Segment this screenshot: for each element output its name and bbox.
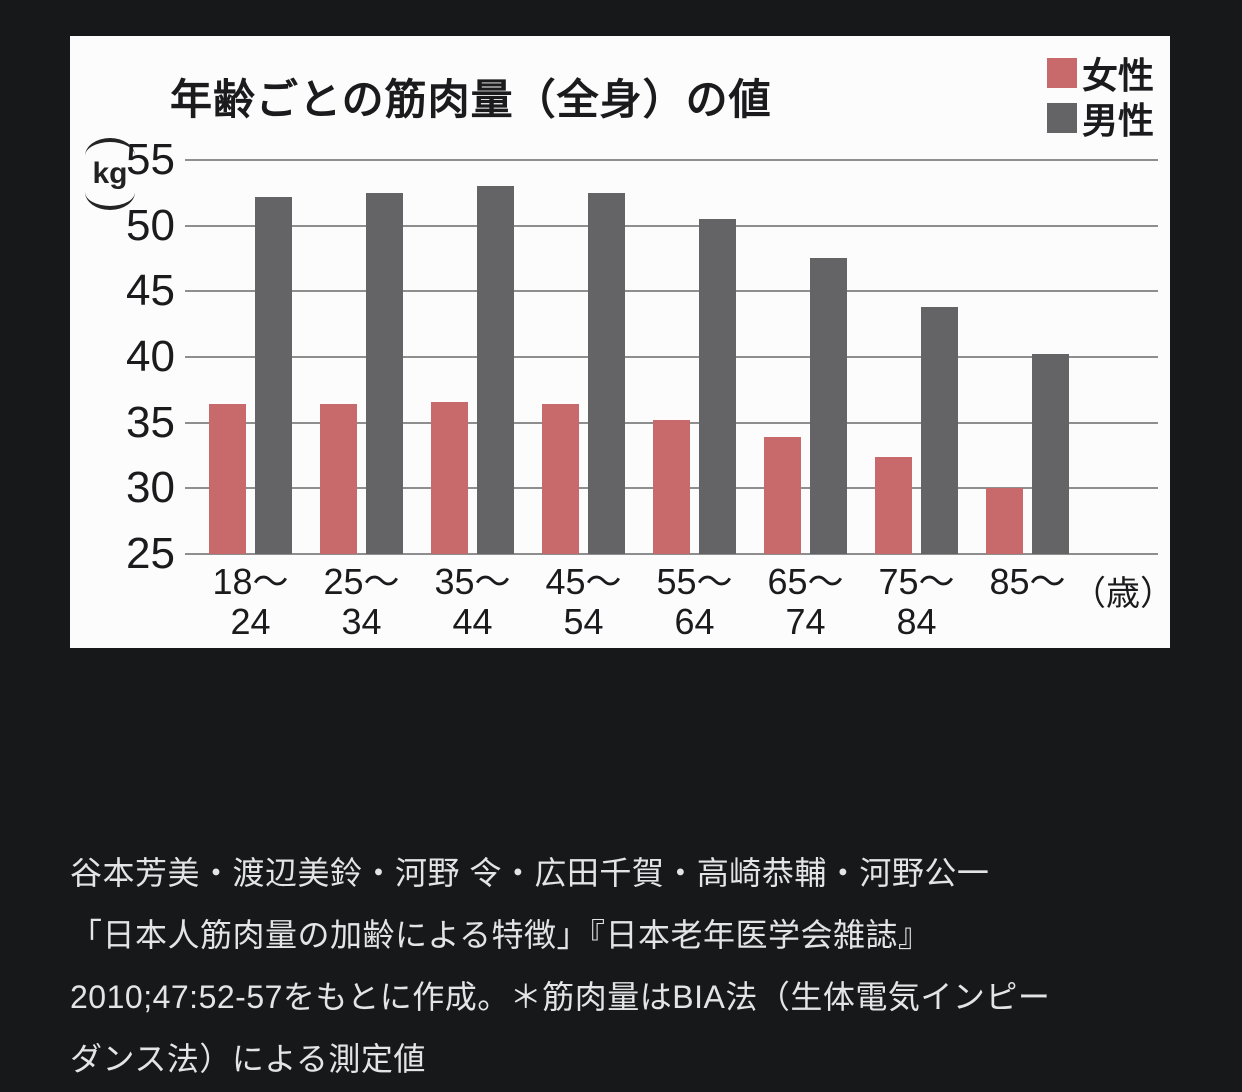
x-tick-label-55〜64: 55〜 64	[630, 562, 760, 642]
unit-bracket-top-icon	[85, 138, 135, 156]
x-tick-line: 34	[341, 601, 382, 642]
bar-男性-18〜24	[255, 197, 292, 554]
bar-男性-65〜74	[810, 258, 847, 554]
bar-男性-25〜34	[366, 193, 403, 554]
y-axis-unit: kg	[80, 138, 140, 210]
caption-line-2: 「日本人筋肉量の加齢による特徴」『日本老年医学会雑誌』	[70, 917, 931, 953]
y-tick-label-40: 40	[126, 332, 175, 381]
x-tick-line: 24	[230, 601, 271, 642]
x-tick-line: 44	[452, 601, 493, 642]
x-tick-label-65〜74: 65〜 74	[741, 562, 871, 642]
legend-label: 女性	[1081, 54, 1154, 96]
x-tick-line: 35〜	[434, 561, 511, 602]
x-tick-line: 74	[785, 601, 826, 642]
caption-line-4: ダンス法）による測定値	[70, 1041, 426, 1077]
gridline-40	[185, 356, 1158, 358]
legend-row-女性: 女性	[1046, 50, 1154, 96]
x-axis-unit-label: （歳）	[1072, 575, 1174, 613]
unit-bracket-bottom-icon	[85, 192, 135, 210]
y-tick-label-50: 50	[126, 200, 175, 250]
y-tick-label-25: 25	[126, 529, 175, 578]
x-tick-line: 18〜	[212, 561, 289, 602]
x-tick-line: 64	[674, 601, 715, 642]
bar-男性-45〜54	[588, 193, 625, 554]
chart-legend: 女性 男性	[1046, 50, 1154, 141]
x-tick-line: 54	[563, 601, 604, 642]
legend-swatch-icon	[1046, 102, 1077, 133]
bar-女性-75〜84	[875, 457, 912, 554]
bar-女性-18〜24	[209, 404, 246, 554]
chart-title: 年齢ごとの筋肉量（全身）の値	[170, 76, 772, 123]
bar-女性-25〜34	[320, 404, 357, 554]
x-tick-label-75〜84: 75〜 84	[852, 562, 982, 642]
y-tick-label-35: 35	[126, 397, 175, 447]
x-tick-label-25〜34: 25〜 34	[297, 562, 427, 642]
y-axis-ticks: 55 50 45 40 35 30 25	[70, 36, 175, 648]
bar-女性-45〜54	[542, 404, 579, 554]
bar-女性-85〜	[986, 488, 1023, 554]
caption-line-1: 谷本芳美・渡辺美鈴・河野 令・広田千賀・高崎恭輔・河野公一	[70, 855, 990, 891]
legend-row-男性: 男性	[1046, 95, 1154, 141]
source-caption: 谷本芳美・渡辺美鈴・河野 令・広田千賀・高崎恭輔・河野公一 「日本人筋肉量の加齢に…	[70, 842, 1190, 1090]
x-tick-line: 45〜	[545, 561, 622, 602]
x-tick-line: 84	[896, 601, 937, 642]
x-tick-line: 55〜	[656, 561, 733, 602]
x-tick-line: 85〜	[989, 561, 1066, 602]
x-tick-line: 25〜	[323, 561, 400, 602]
gridline-45	[185, 290, 1158, 292]
x-tick-label-45〜54: 45〜 54	[519, 562, 649, 642]
x-tick-label-18〜24: 18〜 24	[186, 562, 316, 642]
bar-女性-55〜64	[653, 420, 690, 554]
y-axis-unit-label: kg	[92, 157, 128, 190]
bar-男性-75〜84	[921, 307, 958, 554]
caption-line-3: 2010;47:52-57をもとに作成。＊筋肉量はBIA法（生体電気インピー	[70, 979, 1051, 1015]
y-tick-label-45: 45	[126, 266, 175, 316]
x-tick-label-85〜: 85〜	[963, 562, 1093, 602]
bar-男性-35〜44	[477, 186, 514, 554]
x-tick-line: 65〜	[767, 561, 844, 602]
bar-男性-55〜64	[699, 219, 736, 554]
gridline-50	[185, 225, 1158, 227]
gridline-25	[185, 553, 1158, 555]
gridline-55	[185, 159, 1158, 161]
plot-area	[185, 159, 1158, 555]
muscle-mass-chart-panel: 年齢ごとの筋肉量（全身）の値 女性 男性 kg 55 50 45 40 35 30 25 18…	[70, 36, 1174, 648]
bar-女性-35〜44	[431, 402, 468, 554]
x-tick-label-35〜44: 35〜 44	[408, 562, 538, 642]
x-tick-line: 75〜	[878, 561, 955, 602]
y-tick-label-30: 30	[126, 463, 175, 513]
legend-label: 男性	[1081, 99, 1154, 141]
bar-女性-65〜74	[764, 437, 801, 554]
bar-男性-85〜	[1032, 354, 1069, 554]
legend-swatch-icon	[1046, 57, 1077, 88]
y-tick-label-55: 55	[126, 135, 175, 184]
